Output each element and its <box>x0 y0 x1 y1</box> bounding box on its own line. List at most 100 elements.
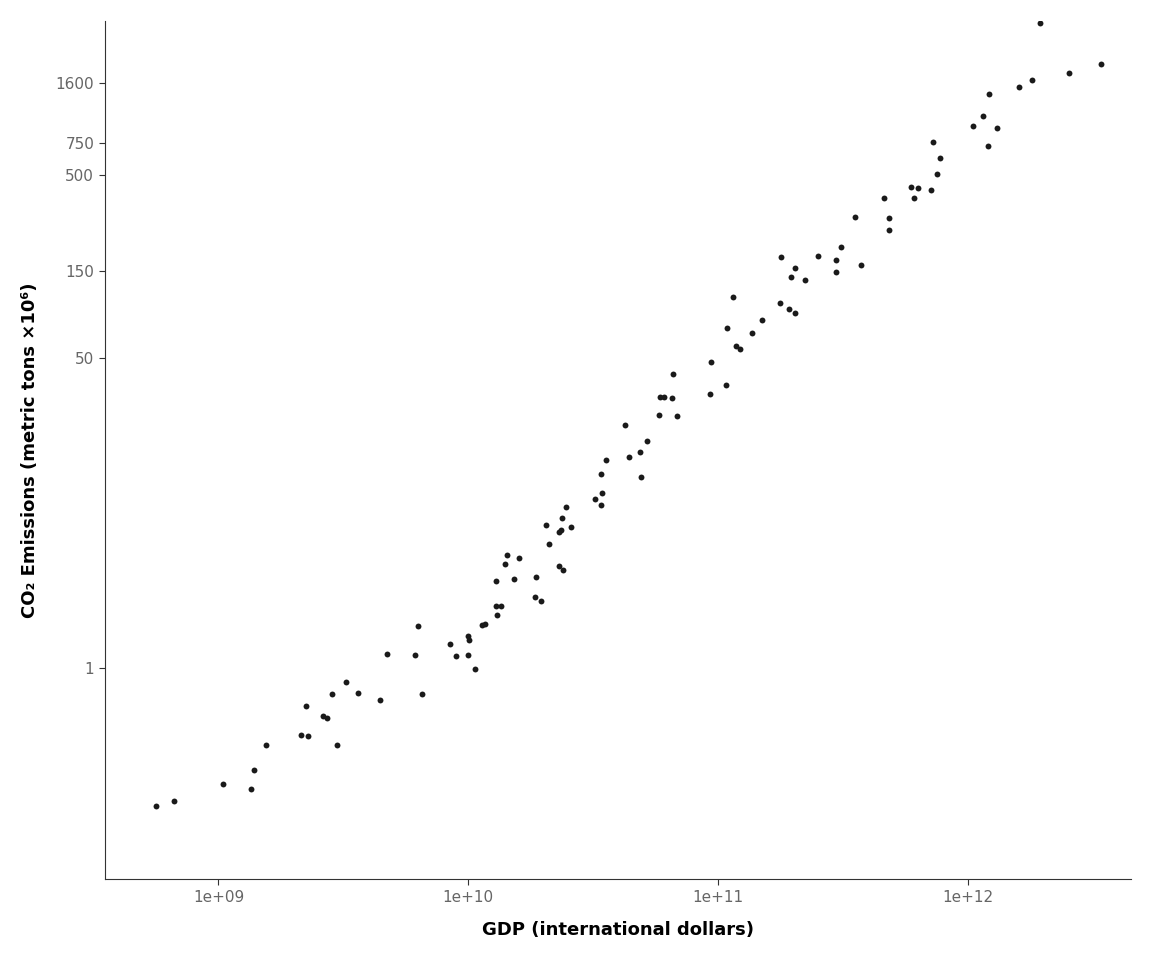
Point <box>537 517 555 533</box>
Point <box>487 573 506 588</box>
Point <box>664 366 682 381</box>
Point <box>592 497 611 513</box>
Point <box>165 794 183 809</box>
Point <box>615 418 634 433</box>
X-axis label: GDP (international dollars): GDP (international dollars) <box>482 922 753 939</box>
Point <box>846 209 864 225</box>
Point <box>651 389 669 404</box>
Point <box>585 491 604 506</box>
Point <box>556 499 575 515</box>
Point <box>727 338 745 353</box>
Point <box>832 240 850 255</box>
Point <box>526 569 545 585</box>
Point <box>963 118 982 133</box>
Point <box>650 408 668 423</box>
Point <box>593 486 612 501</box>
Point <box>667 409 685 424</box>
Point <box>409 618 427 634</box>
Point <box>786 305 804 321</box>
Point <box>780 301 798 317</box>
Point <box>902 180 920 195</box>
Point <box>552 522 570 538</box>
Point <box>637 433 655 448</box>
Point <box>146 799 165 814</box>
Point <box>597 452 615 468</box>
Point <box>979 86 998 102</box>
Point <box>291 727 310 742</box>
Point <box>553 511 571 526</box>
Point <box>927 167 946 182</box>
Point <box>700 386 719 401</box>
Point <box>874 191 893 206</box>
Point <box>495 556 514 571</box>
Y-axis label: CO₂ Emissions (metric tons ×10⁶): CO₂ Emissions (metric tons ×10⁶) <box>21 282 39 617</box>
Point <box>336 674 355 689</box>
Point <box>1023 72 1041 87</box>
Point <box>796 272 814 287</box>
Point <box>540 536 559 551</box>
Point <box>931 150 949 165</box>
Point <box>554 563 573 578</box>
Point <box>214 777 233 792</box>
Point <box>662 391 681 406</box>
Point <box>323 686 341 702</box>
Point <box>718 320 736 335</box>
Point <box>465 661 484 677</box>
Point <box>923 182 941 198</box>
Point <box>730 342 749 357</box>
Point <box>826 252 844 267</box>
Point <box>550 524 568 540</box>
Point <box>723 289 742 304</box>
Point <box>406 647 424 662</box>
Point <box>717 377 735 393</box>
Point <box>458 648 477 663</box>
Point <box>487 607 506 622</box>
Point <box>298 729 317 744</box>
Point <box>242 781 260 797</box>
Point <box>880 223 899 238</box>
Point <box>476 616 494 632</box>
Point <box>655 390 674 405</box>
Point <box>498 547 516 563</box>
Point <box>909 180 927 196</box>
Point <box>924 134 942 150</box>
Point <box>631 469 650 485</box>
Point <box>370 692 388 708</box>
Point <box>460 633 478 648</box>
Point <box>492 598 510 613</box>
Point <box>297 698 316 713</box>
Point <box>879 210 897 226</box>
Point <box>510 550 529 565</box>
Point <box>1031 15 1049 31</box>
Point <box>752 312 771 327</box>
Point <box>526 588 545 604</box>
Point <box>782 270 801 285</box>
Point <box>905 190 924 205</box>
Point <box>973 108 992 124</box>
Point <box>257 737 275 753</box>
Point <box>532 593 551 609</box>
Point <box>786 260 804 276</box>
Point <box>592 467 611 482</box>
Point <box>318 710 336 726</box>
Point <box>987 120 1006 135</box>
Point <box>703 354 721 370</box>
Point <box>620 449 638 465</box>
Point <box>458 629 477 644</box>
Point <box>412 686 431 702</box>
Point <box>349 685 367 701</box>
Point <box>505 572 523 588</box>
Point <box>1092 57 1111 72</box>
Point <box>378 647 396 662</box>
Point <box>827 264 846 279</box>
Point <box>446 649 464 664</box>
Point <box>978 138 996 154</box>
Point <box>743 325 761 341</box>
Point <box>631 444 650 460</box>
Point <box>441 636 460 652</box>
Point <box>550 559 568 574</box>
Point <box>244 762 263 778</box>
Point <box>1009 79 1028 94</box>
Point <box>487 598 506 613</box>
Point <box>852 257 871 273</box>
